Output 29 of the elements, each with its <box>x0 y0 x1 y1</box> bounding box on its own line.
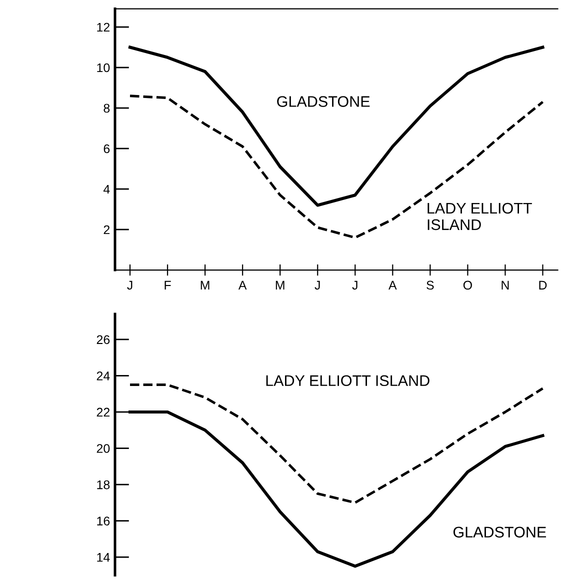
y-tick-label: 20 <box>96 444 110 453</box>
y-tick-label: 8 <box>104 104 110 113</box>
x-tick-label: S <box>426 280 434 290</box>
x-tick-label: J <box>127 280 132 290</box>
text: GLADSTONE <box>277 96 370 107</box>
x-tick-label: M <box>276 280 284 290</box>
y-tick-label: 26 <box>96 335 110 344</box>
y-tick-label: 12 <box>97 22 110 32</box>
y-tick-label: 16 <box>97 516 110 526</box>
y-tick-label: 6 <box>104 144 110 154</box>
x-tick-label: J <box>314 280 320 290</box>
x-tick-label: O <box>463 280 472 290</box>
x-tick-label: F <box>164 280 171 290</box>
x-tick-label: M <box>200 280 210 290</box>
x-tick-label: N <box>502 280 509 290</box>
y-tick-label: 2 <box>104 225 110 234</box>
y-tick-label: 4 <box>103 184 110 194</box>
y-tick-label: 22 <box>96 408 110 417</box>
x-tick-label: D <box>539 280 547 290</box>
x-tick-label: A <box>388 280 397 290</box>
y-tick-label: 24 <box>96 372 110 380</box>
x-tick-label: A <box>238 280 247 290</box>
y-tick-label: 14 <box>97 553 110 562</box>
text: LADY ELLIOTT ISLAND <box>266 375 430 386</box>
y-tick-label: 18 <box>97 480 110 490</box>
series-label: LADY ELLIOTT ISLAND <box>428 202 532 230</box>
series-label: GLADSTONE <box>453 526 546 538</box>
x-tick-label: J <box>352 280 358 290</box>
y-tick-label: 10 <box>97 63 110 72</box>
